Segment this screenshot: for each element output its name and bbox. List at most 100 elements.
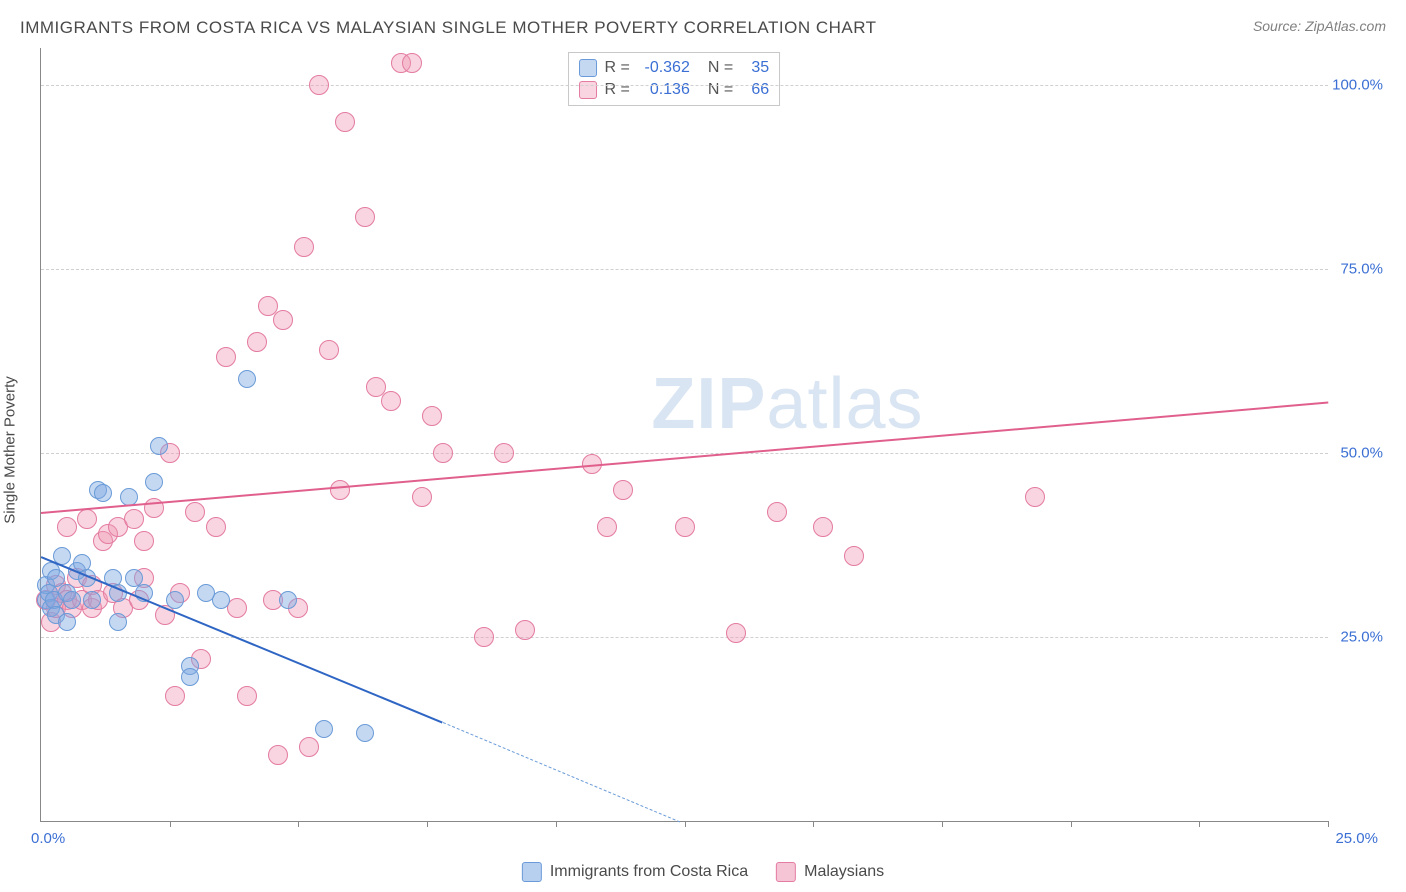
stats-legend: R = -0.362 N = 35 R = 0.136 N = 66 bbox=[568, 52, 781, 106]
legend-swatch bbox=[579, 81, 597, 99]
scatter-point bbox=[315, 720, 333, 738]
scatter-point bbox=[83, 591, 101, 609]
scatter-point bbox=[273, 310, 293, 330]
scatter-point bbox=[381, 391, 401, 411]
scatter-point bbox=[145, 473, 163, 491]
x-tick bbox=[298, 821, 299, 827]
scatter-point bbox=[494, 443, 514, 463]
stats-row: R = -0.362 N = 35 bbox=[579, 57, 770, 79]
x-tick bbox=[942, 821, 943, 827]
title-bar: IMMIGRANTS FROM COSTA RICA VS MALAYSIAN … bbox=[20, 18, 1386, 42]
r-value: -0.362 bbox=[638, 57, 690, 79]
scatter-point bbox=[134, 531, 154, 551]
scatter-point bbox=[335, 112, 355, 132]
scatter-point bbox=[181, 668, 199, 686]
scatter-point bbox=[515, 620, 535, 640]
watermark-rest: atlas bbox=[766, 364, 923, 444]
scatter-point bbox=[247, 332, 267, 352]
stats-row: R = 0.136 N = 66 bbox=[579, 79, 770, 101]
legend-label: Malaysians bbox=[804, 863, 884, 881]
x-tick bbox=[1199, 821, 1200, 827]
n-label: N = bbox=[708, 57, 733, 79]
legend-item: Malaysians bbox=[776, 862, 884, 882]
scatter-point bbox=[767, 502, 787, 522]
n-label: N = bbox=[708, 79, 733, 101]
x-tick bbox=[1328, 821, 1329, 827]
trend-line bbox=[41, 401, 1328, 514]
plot-area: ZIPatlas 0.0% 25.0% R =-0.362N =35R =0.1… bbox=[40, 48, 1328, 822]
scatter-point bbox=[63, 591, 81, 609]
x-tick bbox=[556, 821, 557, 827]
plot-container: Single Mother Poverty ZIPatlas 0.0% 25.0… bbox=[40, 48, 1388, 852]
legend-item: Immigrants from Costa Rica bbox=[522, 862, 748, 882]
scatter-point bbox=[1025, 487, 1045, 507]
scatter-point bbox=[299, 737, 319, 757]
scatter-point bbox=[165, 686, 185, 706]
y-axis-label: Single Mother Poverty bbox=[2, 376, 19, 524]
scatter-point bbox=[613, 480, 633, 500]
y-tick-label: 50.0% bbox=[1340, 444, 1383, 461]
source-credit: Source: ZipAtlas.com bbox=[1253, 18, 1386, 34]
scatter-point bbox=[412, 487, 432, 507]
scatter-point bbox=[309, 75, 329, 95]
scatter-point bbox=[366, 377, 386, 397]
watermark-bold: ZIP bbox=[651, 364, 766, 444]
scatter-point bbox=[58, 613, 76, 631]
scatter-point bbox=[356, 724, 374, 742]
scatter-point bbox=[813, 517, 833, 537]
gridline bbox=[41, 85, 1328, 86]
scatter-point bbox=[150, 437, 168, 455]
gridline bbox=[41, 453, 1328, 454]
scatter-point bbox=[402, 53, 422, 73]
gridline bbox=[41, 269, 1328, 270]
legend-label: Immigrants from Costa Rica bbox=[550, 863, 748, 881]
chart-title: IMMIGRANTS FROM COSTA RICA VS MALAYSIAN … bbox=[20, 18, 877, 37]
x-tick bbox=[427, 821, 428, 827]
scatter-point bbox=[216, 347, 236, 367]
scatter-point bbox=[268, 745, 288, 765]
scatter-point bbox=[237, 686, 257, 706]
x-tick bbox=[685, 821, 686, 827]
scatter-point bbox=[294, 237, 314, 257]
scatter-point bbox=[166, 591, 184, 609]
scatter-point bbox=[433, 443, 453, 463]
scatter-point bbox=[124, 509, 144, 529]
watermark: ZIPatlas bbox=[651, 363, 923, 445]
y-tick-label: 75.0% bbox=[1340, 260, 1383, 277]
scatter-point bbox=[94, 484, 112, 502]
x-max-label: 25.0% bbox=[1335, 830, 1378, 847]
scatter-point bbox=[844, 546, 864, 566]
scatter-point bbox=[726, 623, 746, 643]
trend-line bbox=[442, 722, 679, 822]
legend-swatch bbox=[579, 59, 597, 77]
scatter-point bbox=[319, 340, 339, 360]
scatter-point bbox=[57, 517, 77, 537]
r-label: R = bbox=[605, 79, 630, 101]
x-origin-label: 0.0% bbox=[31, 830, 65, 847]
r-value: 0.136 bbox=[638, 79, 690, 101]
scatter-point bbox=[279, 591, 297, 609]
x-tick bbox=[813, 821, 814, 827]
scatter-point bbox=[109, 613, 127, 631]
legend-swatch bbox=[522, 862, 542, 882]
scatter-point bbox=[238, 370, 256, 388]
scatter-point bbox=[258, 296, 278, 316]
scatter-point bbox=[597, 517, 617, 537]
r-label: R = bbox=[605, 57, 630, 79]
scatter-point bbox=[422, 406, 442, 426]
x-tick bbox=[170, 821, 171, 827]
x-tick bbox=[1071, 821, 1072, 827]
legend-swatch bbox=[776, 862, 796, 882]
scatter-point bbox=[185, 502, 205, 522]
y-tick-label: 25.0% bbox=[1340, 628, 1383, 645]
n-value: 35 bbox=[741, 57, 769, 79]
scatter-point bbox=[330, 480, 350, 500]
bottom-legend: Immigrants from Costa Rica Malaysians bbox=[522, 862, 884, 882]
n-value: 66 bbox=[741, 79, 769, 101]
scatter-point bbox=[206, 517, 226, 537]
y-tick-label: 100.0% bbox=[1332, 76, 1383, 93]
scatter-point bbox=[212, 591, 230, 609]
scatter-point bbox=[355, 207, 375, 227]
scatter-point bbox=[77, 509, 97, 529]
scatter-point bbox=[474, 627, 494, 647]
